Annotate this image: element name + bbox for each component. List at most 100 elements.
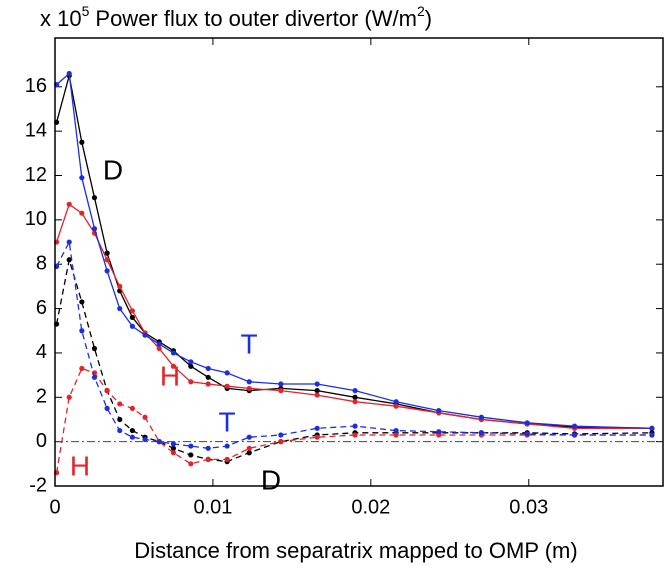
- data-point: [314, 392, 320, 398]
- data-point: [205, 381, 211, 387]
- annotation: D: [261, 464, 281, 495]
- annotation: T: [218, 406, 235, 437]
- data-point: [170, 441, 177, 447]
- data-point: [91, 195, 98, 201]
- data-point: [314, 425, 320, 431]
- data-point: [436, 429, 442, 435]
- x-tick-label: 0: [49, 496, 60, 518]
- annotation: H: [160, 360, 180, 391]
- data-point: [188, 379, 194, 385]
- y-tick-label: 2: [36, 386, 47, 408]
- data-point: [246, 385, 252, 392]
- data-point: [104, 250, 110, 256]
- data-point: [117, 427, 123, 434]
- data-point: [129, 405, 135, 411]
- data-point: [224, 443, 230, 449]
- data-point: [352, 399, 358, 405]
- annotation: D: [103, 154, 123, 185]
- data-point: [205, 365, 211, 372]
- data-point: [129, 314, 135, 321]
- data-point: [156, 439, 162, 445]
- data-point: [104, 257, 110, 263]
- data-point: [66, 239, 72, 245]
- data-point: [170, 445, 177, 451]
- series-line: [55, 75, 652, 429]
- data-point: [314, 388, 320, 394]
- data-point: [79, 299, 85, 305]
- data-point: [129, 308, 135, 314]
- y-tick-label: 0: [36, 430, 47, 452]
- data-point: [129, 323, 135, 329]
- data-point: [91, 374, 98, 380]
- data-point: [129, 427, 135, 434]
- data-point: [393, 403, 399, 409]
- data-point: [352, 388, 358, 394]
- data-point: [524, 420, 530, 426]
- data-point: [524, 431, 530, 437]
- data-point: [91, 345, 98, 352]
- data-point: [91, 226, 98, 232]
- data-point: [156, 341, 162, 347]
- x-tick-label: 0.02: [351, 496, 390, 518]
- data-point: [352, 394, 358, 400]
- y-tick-label: 14: [25, 119, 47, 141]
- data-point: [129, 434, 135, 440]
- data-point: [156, 345, 162, 352]
- y-tick-label: -2: [29, 474, 47, 496]
- data-point: [352, 432, 358, 438]
- data-point: [104, 268, 110, 274]
- data-point: [188, 452, 194, 458]
- data-point: [205, 456, 211, 462]
- data-point: [478, 430, 484, 436]
- y-tick-label: 12: [25, 164, 47, 186]
- data-point: [393, 427, 399, 434]
- y-tick-label: 6: [36, 297, 47, 319]
- data-point: [79, 139, 85, 145]
- data-point: [66, 201, 72, 207]
- data-point: [393, 432, 399, 438]
- data-point: [246, 434, 252, 440]
- y-tick-label: 10: [25, 208, 47, 230]
- data-point: [188, 461, 194, 467]
- data-point: [117, 401, 123, 407]
- data-point: [352, 423, 358, 429]
- data-point: [142, 436, 148, 443]
- chart-title: x 105 Power flux to outer divertor (W/m2): [40, 3, 432, 31]
- data-point: [79, 175, 85, 181]
- data-point: [246, 445, 252, 451]
- data-point: [649, 432, 655, 438]
- data-point: [117, 416, 123, 423]
- y-tick-label: 16: [25, 75, 47, 97]
- series-line: [56, 72, 652, 429]
- x-axis-label: Distance from separatrix mapped to OMP (…: [134, 538, 577, 563]
- annotation: T: [240, 328, 257, 359]
- data-point: [278, 439, 284, 445]
- data-point: [205, 374, 211, 380]
- data-point: [117, 305, 123, 312]
- y-tick-label: 8: [36, 252, 47, 274]
- data-point: [649, 425, 655, 431]
- data-point: [79, 328, 85, 334]
- plot-frame: [54, 37, 664, 487]
- data-point: [278, 388, 284, 394]
- data-point: [436, 407, 442, 414]
- data-point: [188, 443, 194, 449]
- x-tick-label: 0.03: [509, 496, 548, 518]
- data-point: [79, 365, 85, 372]
- data-point: [170, 450, 177, 456]
- data-point: [314, 434, 320, 440]
- data-point: [117, 283, 123, 289]
- data-point: [170, 350, 177, 356]
- data-point: [188, 359, 194, 365]
- data-point: [188, 363, 194, 369]
- data-point: [278, 432, 284, 438]
- data-point: [104, 405, 110, 411]
- y-tick-label: 4: [36, 341, 47, 363]
- data-point: [205, 445, 211, 451]
- data-point: [142, 332, 148, 338]
- data-point: [246, 450, 252, 456]
- data-point: [66, 257, 72, 263]
- data-point: [142, 414, 148, 420]
- data-point: [224, 456, 230, 462]
- data-point: [104, 388, 110, 394]
